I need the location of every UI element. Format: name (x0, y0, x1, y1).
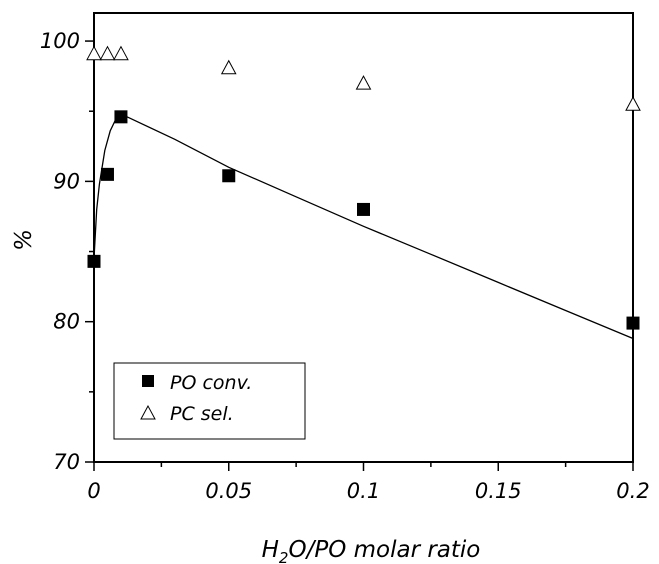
series-pc-selectivity (86, 45, 641, 111)
series-po-conversion (87, 110, 640, 330)
y-tick-label: 100 (40, 29, 80, 53)
legend-marker-pc (140, 404, 156, 420)
data-point-po-conv (626, 316, 640, 330)
y-tick-label: 90 (53, 169, 80, 193)
y-axis-tick-labels: 70 80 90 100 (40, 29, 80, 474)
y-axis-title: % (11, 229, 37, 251)
data-point-pc-sel (220, 59, 237, 75)
data-point-po-conv (87, 254, 101, 268)
data-point-po-conv (222, 169, 236, 183)
legend-marker-po (142, 375, 154, 387)
legend-label-pc: PC sel. (170, 403, 234, 425)
y-tick-label: 80 (53, 310, 80, 334)
data-point-po-conv (114, 110, 128, 124)
x-tick-label: 0.2 (616, 479, 649, 503)
data-point-pc-sel (355, 75, 372, 90)
data-point-pc-sel (113, 45, 129, 61)
legend: PO conv. PC sel. (113, 362, 306, 440)
x-tick-label: 0.15 (475, 479, 522, 503)
fit-curve (93, 113, 634, 340)
legend-label-po: PO conv. (170, 372, 252, 394)
data-point-po-conv (357, 202, 370, 216)
data-point-pc-sel (625, 96, 641, 111)
x-tick-label: 0.1 (347, 479, 380, 503)
x-axis-tick-labels: 0 0.05 0.1 0.15 0.2 (87, 479, 649, 503)
data-point-pc-sel (86, 45, 102, 61)
x-axis-ticks (93, 462, 634, 471)
y-axis-ticks (85, 40, 94, 463)
data-point-pc-sel (99, 45, 116, 61)
y-tick-label: 70 (53, 450, 80, 474)
x-tick-label: 0 (87, 479, 100, 503)
data-point-po-conv (100, 167, 114, 181)
x-tick-label: 0.05 (205, 479, 252, 503)
x-axis-title: H2O/PO molar ratio (262, 537, 481, 564)
